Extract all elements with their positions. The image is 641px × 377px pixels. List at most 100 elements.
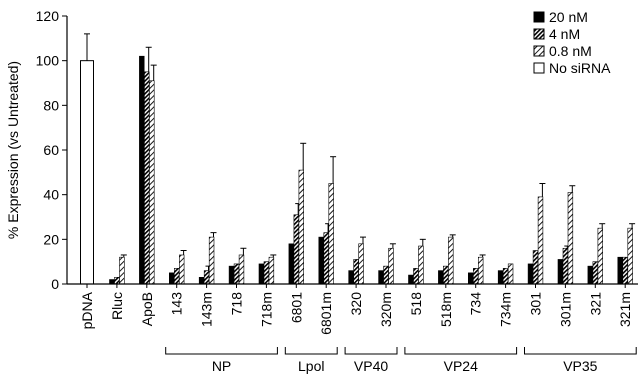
x-tick-label: 718 [229,292,245,316]
bar-4-nm-734 [472,268,479,285]
group-label-vp35: VP35 [563,358,597,374]
bar-0-8-nm-518m [448,236,454,285]
x-tick-label: 734 [468,292,484,316]
group-label-vp40: VP40 [354,358,388,374]
bar-4-nm-734m [502,268,509,285]
y-tick-label: 100 [36,53,60,69]
x-tick-label: 321m [617,292,633,327]
group-bracket-vp24 [404,347,518,355]
x-tick-label: 518m [438,292,454,327]
bar-20-nm-321 [587,265,594,285]
bar-20-nm-301m [557,259,564,285]
x-tick-label: 301m [557,292,573,327]
bar-4-nm-6801 [293,214,299,285]
bar-20-nm-143m [198,276,205,285]
y-tick-label: 80 [43,97,59,113]
x-tick-label: 320 [348,292,364,316]
bar-0-8-nm-apob [149,80,155,285]
bar-0-8-nm-518 [418,245,424,285]
bar-4-nm-301 [532,250,539,285]
bar-20-nm-301 [527,263,534,285]
x-tick-label: pDNA [79,291,95,329]
bar-20-nm-518m [438,270,444,285]
bar-20-nm-6801 [288,243,294,285]
error-bars [84,33,636,271]
y-tick-label: 20 [43,231,59,247]
bar-0-8-nm-143m [208,236,215,285]
bar-4-nm-143m [203,270,210,285]
y-tick-label: 40 [43,187,59,203]
bar-no-sirna-pdna [80,60,94,285]
x-tick-label: 518 [408,292,424,316]
bar-0-8-nm-718m [268,256,275,285]
bar-4-nm-301m [562,247,569,285]
bar-20-nm-apob [139,55,145,285]
bar-0-8-nm-6801m [328,183,334,285]
bar-20-nm-320 [348,270,354,285]
bar-0-8-nm-320m [388,247,394,285]
x-tick-label: 143 [169,292,185,316]
y-tick-label: 60 [43,142,59,158]
bar-4-nm-320m [383,265,389,285]
bar-0-8-nm-6801 [298,169,304,285]
bar-0-8-nm-734m [507,263,514,285]
bar-20-nm-718m [258,263,265,285]
legend-swatch [533,11,545,23]
legend-label: No siRNA [549,60,611,76]
y-tick-label: 120 [36,8,60,24]
group-bracket-vp40 [344,347,398,355]
group-bracket-lpol [284,347,338,355]
bars [80,55,633,285]
x-tick-labels: pDNA Rluc ApoB 143 143m 718 718m 6801 6801m 320 32… [79,291,633,334]
group-label-np: NP [212,358,231,374]
bar-4-nm-rluc [114,276,120,285]
bar-4-nm-321m [622,256,628,285]
bar-4-nm-6801m [323,232,329,285]
bar-20-nm-320m [378,270,384,285]
bar-0-8-nm-301 [537,196,544,285]
group-label-vp24: VP24 [444,358,478,374]
bar-20-nm-143 [169,272,175,285]
y-ticks: 0 20 40 60 80 100 120 [36,8,67,292]
y-axis-title: % Expression (vs Untreated) [5,61,21,239]
x-tick-label: 6801m [318,292,334,335]
bar-20-nm-518 [408,274,414,285]
group-bracket-np [165,347,278,355]
legend-swatch [533,45,545,57]
bar-20-nm-6801m [318,236,324,285]
legend-swatch [533,28,545,40]
x-tick-label: 718m [258,292,274,327]
group-bracket-vp35 [524,347,637,355]
bar-4-nm-718 [233,263,240,285]
bar-20-nm-321m [617,256,623,285]
x-tick-label: 734m [498,292,514,327]
x-tick-label: 6801 [288,292,304,323]
bar-20-nm-718 [228,265,235,285]
bar-20-nm-734m [497,270,504,285]
bar-0-8-nm-321 [597,227,604,285]
bar-4-nm-718m [263,261,270,285]
bar-4-nm-518 [413,268,419,285]
x-tick-label: Rluc [109,292,125,320]
legend-swatch [533,62,545,74]
x-tick-label: 321 [587,292,603,316]
x-tick-label: ApoB [139,292,155,326]
bar-0-8-nm-718 [238,254,245,285]
bar-4-nm-apob [144,71,150,285]
x-tick-label: 320m [378,292,394,327]
bar-20-nm-734 [467,272,474,285]
bar-4-nm-518m [443,265,449,285]
y-tick-label: 0 [51,276,59,292]
bar-0-8-nm-143 [179,254,185,285]
bar-4-nm-143 [174,268,180,285]
bar-4-nm-321 [592,261,599,285]
bar-0-8-nm-320 [358,243,364,285]
group-brackets: NP Lpol VP40 VP24 VP35 [165,347,637,374]
legend-label: 20 nM [549,9,588,25]
group-label-lpol: Lpol [298,358,324,374]
bar-0-8-nm-301m [567,192,574,285]
x-tick-label: 143m [199,292,215,327]
bar-0-8-nm-rluc [119,256,125,285]
